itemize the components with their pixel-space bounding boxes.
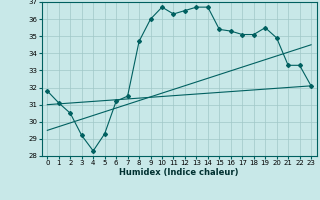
X-axis label: Humidex (Indice chaleur): Humidex (Indice chaleur)	[119, 168, 239, 177]
